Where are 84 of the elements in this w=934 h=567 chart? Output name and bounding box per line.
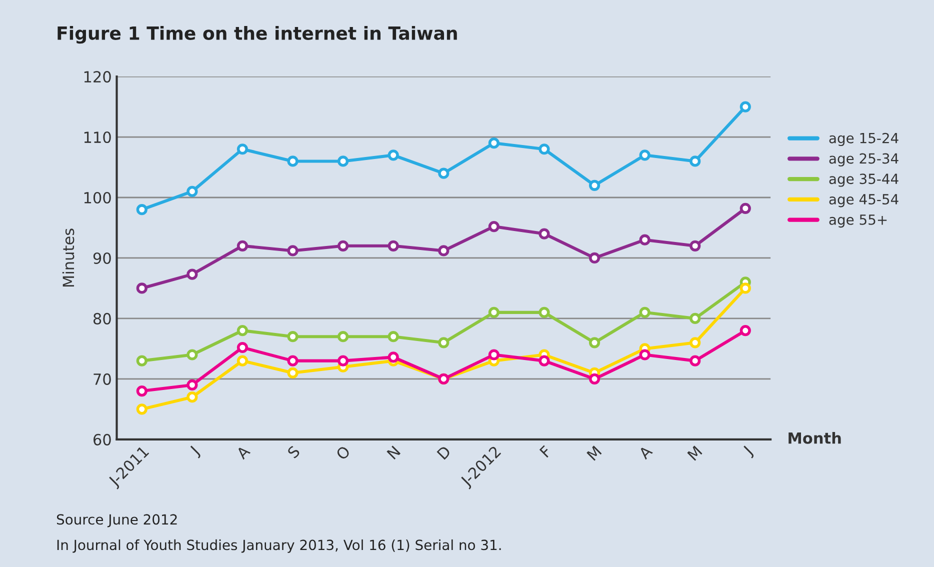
point: [287, 331, 298, 342]
point: [438, 245, 450, 256]
point: [236, 342, 248, 354]
point: [287, 367, 298, 378]
point: [388, 331, 399, 342]
x-tick-label: A: [236, 444, 251, 460]
point: [690, 240, 701, 252]
x-tick-label: D: [436, 445, 452, 460]
point: [588, 252, 600, 264]
point: [136, 404, 148, 415]
point: [538, 228, 550, 240]
x-tick-label: N: [386, 446, 401, 460]
point: [690, 312, 701, 324]
x-tick-label: A: [638, 444, 653, 460]
point: [236, 144, 248, 155]
point: [338, 331, 349, 342]
x-tick-label: J: [742, 446, 755, 458]
point: [186, 379, 198, 391]
point: [287, 156, 298, 167]
y-tick-label: 80: [93, 312, 111, 324]
point: [588, 373, 600, 384]
point: [287, 355, 298, 366]
point: [388, 352, 399, 363]
x-tick-label: S: [286, 445, 301, 459]
point: [136, 204, 148, 216]
point: [488, 349, 500, 360]
y-axis-title: Minutes: [62, 228, 74, 287]
point: [639, 349, 650, 360]
point: [740, 282, 751, 294]
point: [186, 392, 198, 403]
y-tick-label: 100: [84, 192, 111, 204]
point: [338, 240, 349, 252]
point: [136, 355, 148, 366]
point: [186, 268, 198, 280]
point: [639, 234, 650, 246]
point: [639, 306, 650, 318]
y-tick-label: 70: [94, 373, 111, 385]
point: [338, 156, 349, 167]
point: [438, 337, 450, 348]
chart-title: Figure 1 Time on the internet in Taiwan: [58, 26, 457, 44]
point: [388, 150, 399, 161]
x-tick-label: J: [188, 446, 202, 458]
point: [690, 337, 701, 348]
point: [488, 220, 500, 232]
point: [287, 245, 298, 256]
point: [186, 349, 198, 360]
point: [438, 168, 450, 179]
x-tick-label: M: [687, 446, 702, 461]
point: [538, 144, 550, 155]
point: [690, 355, 701, 366]
point: [588, 337, 600, 348]
legend-label: age 55+: [829, 214, 887, 228]
legend-label: age 35-44: [829, 174, 898, 187]
point: [338, 355, 349, 366]
y-tick-label: 110: [84, 131, 111, 144]
point: [388, 240, 399, 252]
source-note: Source June 2012: [56, 514, 177, 528]
point: [236, 240, 248, 252]
point: [740, 101, 751, 112]
text: In Journal of Youth Studies January 2013, Vol 16 (1) Serial no 31.: [57, 539, 501, 553]
point: [186, 186, 198, 198]
x-tick-label: F: [539, 445, 552, 458]
point: [136, 385, 148, 397]
point: [639, 150, 650, 161]
point: [488, 306, 500, 318]
point: [538, 355, 550, 366]
point: [538, 306, 550, 318]
point: [488, 138, 500, 149]
y-tick-label: 120: [84, 71, 111, 83]
point: [588, 180, 600, 191]
legend-label: age 45-54: [829, 194, 898, 208]
point: [740, 325, 751, 336]
legend-label: age 15-24: [829, 132, 898, 146]
y-tick-label: 60: [94, 434, 111, 446]
point: [236, 355, 248, 366]
legend-label: age 25-34: [829, 153, 898, 166]
point: [236, 325, 248, 336]
point: [136, 282, 148, 294]
y-tick-label: 90: [93, 252, 111, 264]
x-axis-title: Month: [788, 432, 841, 444]
point: [690, 156, 701, 167]
x-tick-label: O: [335, 445, 351, 461]
point: [740, 202, 751, 214]
x-tick-label: M: [586, 446, 602, 461]
